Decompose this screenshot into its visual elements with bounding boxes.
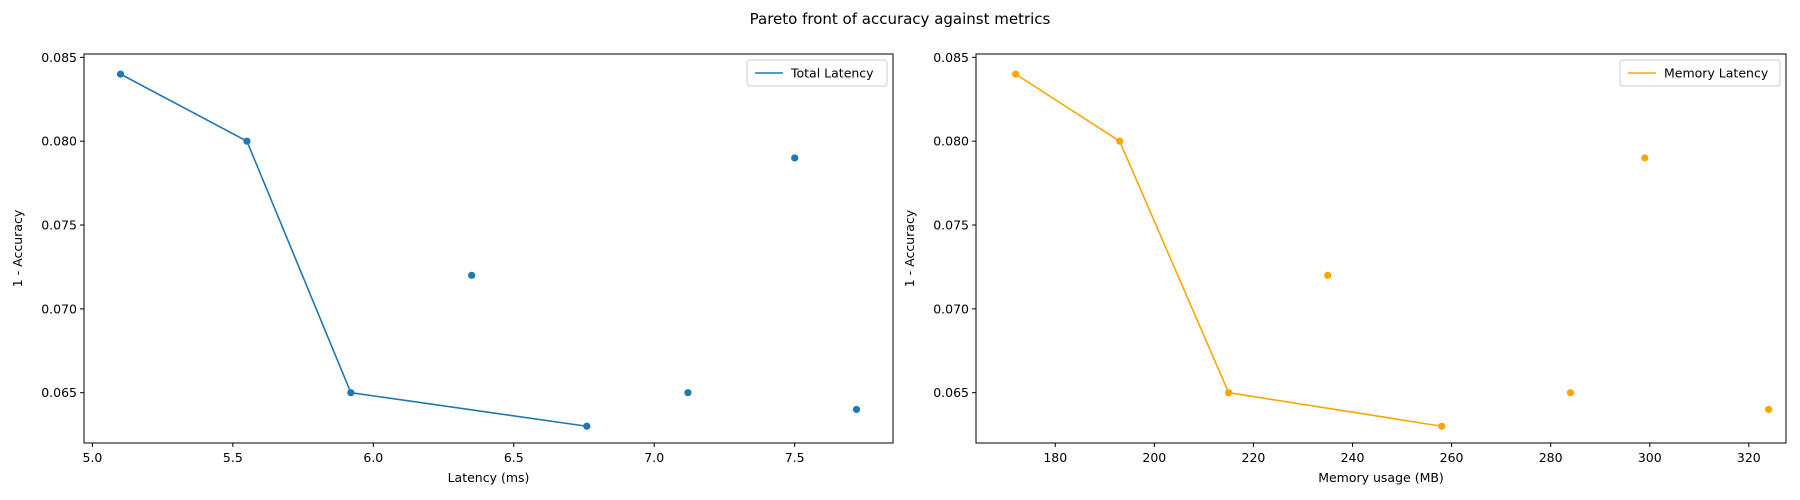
x-tick-label: 6.0: [363, 450, 383, 465]
x-tick-label: 200: [1142, 450, 1166, 465]
y-tick-label: 0.065: [933, 385, 969, 400]
data-point: [583, 422, 591, 430]
y-tick-label: 0.065: [41, 385, 77, 400]
y-tick-label: 0.080: [933, 134, 969, 149]
pareto-front-line: [1015, 73, 1442, 428]
y-axis-label: 1 - Accuracy: [10, 209, 25, 287]
data-point: [1116, 137, 1124, 145]
pareto-front-line: [120, 73, 587, 428]
x-tick-label: 260: [1440, 450, 1464, 465]
data-point: [1324, 271, 1332, 279]
x-tick-label: 220: [1242, 450, 1266, 465]
y-tick-label: 0.085: [933, 50, 969, 65]
y-tick-label: 0.085: [41, 50, 77, 65]
figure-title: Pareto front of accuracy against metrics: [750, 10, 1051, 28]
x-tick-label: 5.5: [223, 450, 243, 465]
data-point: [1012, 70, 1020, 78]
x-tick-label: 6.5: [504, 450, 524, 465]
chart-panel-memory: 180 200 220 240 260 280 300 320 0.065 0.070 0.075 0…: [902, 50, 1787, 485]
legend: Memory Latency: [1619, 59, 1781, 87]
y-tick-label: 0.080: [41, 134, 77, 149]
x-tick-label: 180: [1043, 450, 1067, 465]
data-point: [116, 70, 125, 78]
chart-panel-latency: 5.0 5.5 6.0 6.5 7.0 7.5 0.065 0.070 0.075 0.080 0.…: [10, 50, 894, 485]
data-point: [791, 154, 799, 162]
legend-box: [1619, 59, 1781, 87]
plot-area-frame: [975, 53, 1787, 444]
y-tick-label: 0.075: [41, 218, 77, 233]
x-tick-label: 7.5: [785, 450, 805, 465]
data-point: [852, 405, 861, 414]
x-axis-label: Latency (ms): [448, 470, 530, 485]
x-tick-label: 5.0: [82, 450, 102, 465]
data-point: [1438, 422, 1446, 430]
y-tick-label: 0.070: [933, 301, 969, 316]
x-tick-label: 7.0: [644, 450, 664, 465]
data-point: [684, 389, 692, 397]
x-tick-label: 300: [1638, 450, 1662, 465]
data-point: [243, 137, 251, 145]
x-tick-label: 320: [1737, 450, 1761, 465]
x-tick-label: 280: [1539, 450, 1563, 465]
data-point: [1765, 405, 1773, 414]
legend-label: Total Latency: [790, 66, 874, 81]
y-axis-label: 1 - Accuracy: [902, 209, 917, 287]
data-point: [1566, 389, 1575, 397]
legend-label: Memory Latency: [1664, 66, 1769, 81]
data-point: [347, 389, 355, 397]
data-point: [468, 271, 476, 279]
plot-area-frame: [83, 53, 894, 444]
x-axis-label: Memory usage (MB): [1318, 470, 1444, 485]
x-tick-label: 240: [1341, 450, 1365, 465]
legend: Total Latency: [746, 59, 888, 87]
legend-box: [746, 59, 888, 87]
data-point: [1641, 154, 1649, 162]
y-tick-label: 0.075: [933, 218, 969, 233]
y-tick-label: 0.070: [41, 301, 77, 316]
data-point: [1225, 389, 1233, 397]
